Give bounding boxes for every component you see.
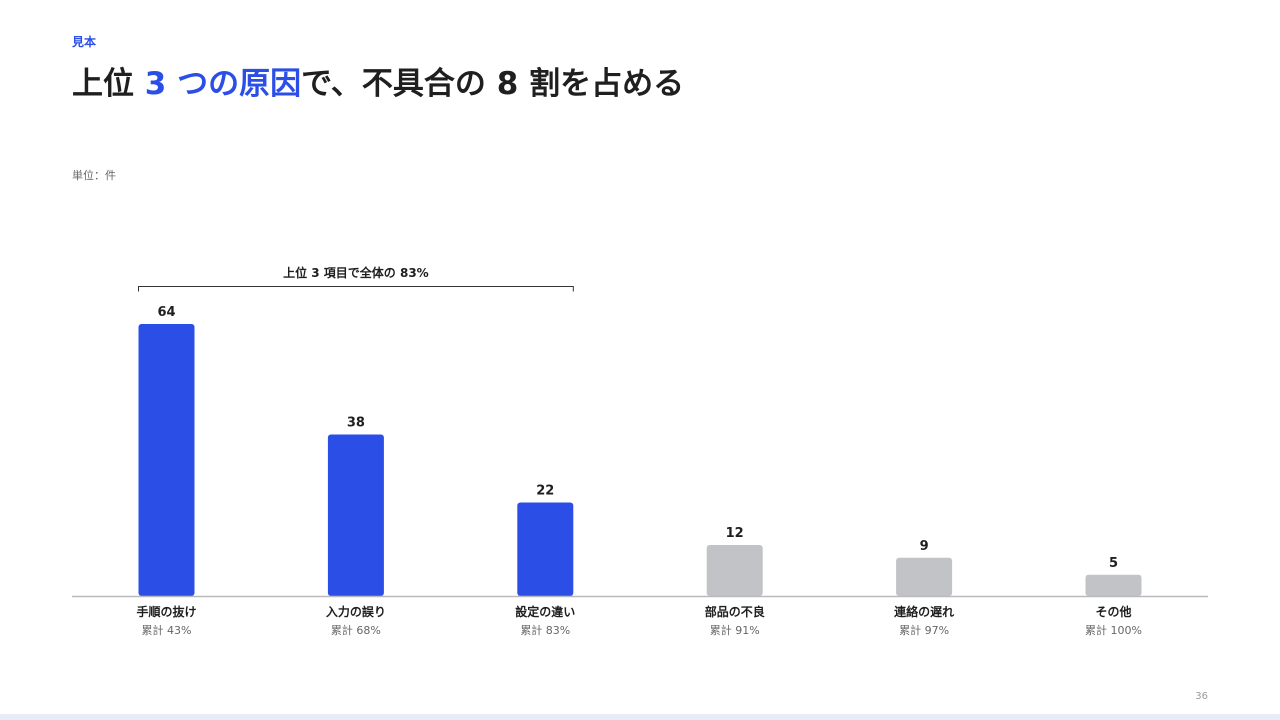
page-title: 上位 3 つの原因で、不具合の 8 割を占める xyxy=(72,58,684,103)
cumulative-label-3: 累計 83% xyxy=(520,623,570,637)
title-accent: 3 つの原因 xyxy=(144,66,302,102)
category-label-3: 設定の違い xyxy=(515,604,575,619)
value-label-5: 9 xyxy=(920,539,929,554)
cumulative-label-5: 累計 97% xyxy=(899,623,949,637)
sample-tag: 見本 xyxy=(72,35,97,49)
category-label-4: 部品の不良 xyxy=(705,604,765,619)
unit-label: 単位：件 xyxy=(72,169,116,182)
bar-3 xyxy=(517,502,574,596)
value-label-6: 5 xyxy=(1109,556,1118,571)
cumulative-label-6: 累計 100% xyxy=(1085,623,1142,637)
value-label-1: 64 xyxy=(157,305,175,320)
bar-1 xyxy=(138,324,195,596)
value-label-2: 38 xyxy=(347,416,365,431)
category-label-1: 手順の抜け xyxy=(136,604,196,619)
category-label-2: 入力の誤り xyxy=(326,604,386,619)
bracket-label: 上位 3 項目で全体の 83% xyxy=(283,265,429,280)
cumulative-label-2: 累計 68% xyxy=(331,623,381,637)
category-label-6: その他 xyxy=(1095,604,1131,619)
bar-2 xyxy=(327,434,384,596)
cumulative-label-1: 累計 43% xyxy=(142,623,192,637)
cumulative-label-4: 累計 91% xyxy=(710,623,760,637)
bar-5 xyxy=(896,557,953,596)
title-suffix: で、不具合の 8 割を占める xyxy=(301,66,685,102)
title-prefix: 上位 xyxy=(72,66,145,102)
footer-bar xyxy=(0,714,1280,720)
bar-6 xyxy=(1085,574,1142,596)
page-number: 36 xyxy=(1195,691,1208,702)
category-label-5: 連絡の遅れ xyxy=(894,604,954,619)
top-items-bracket xyxy=(138,286,574,292)
value-label-4: 12 xyxy=(726,526,744,541)
bar-4 xyxy=(706,545,763,596)
value-label-3: 22 xyxy=(536,484,554,499)
